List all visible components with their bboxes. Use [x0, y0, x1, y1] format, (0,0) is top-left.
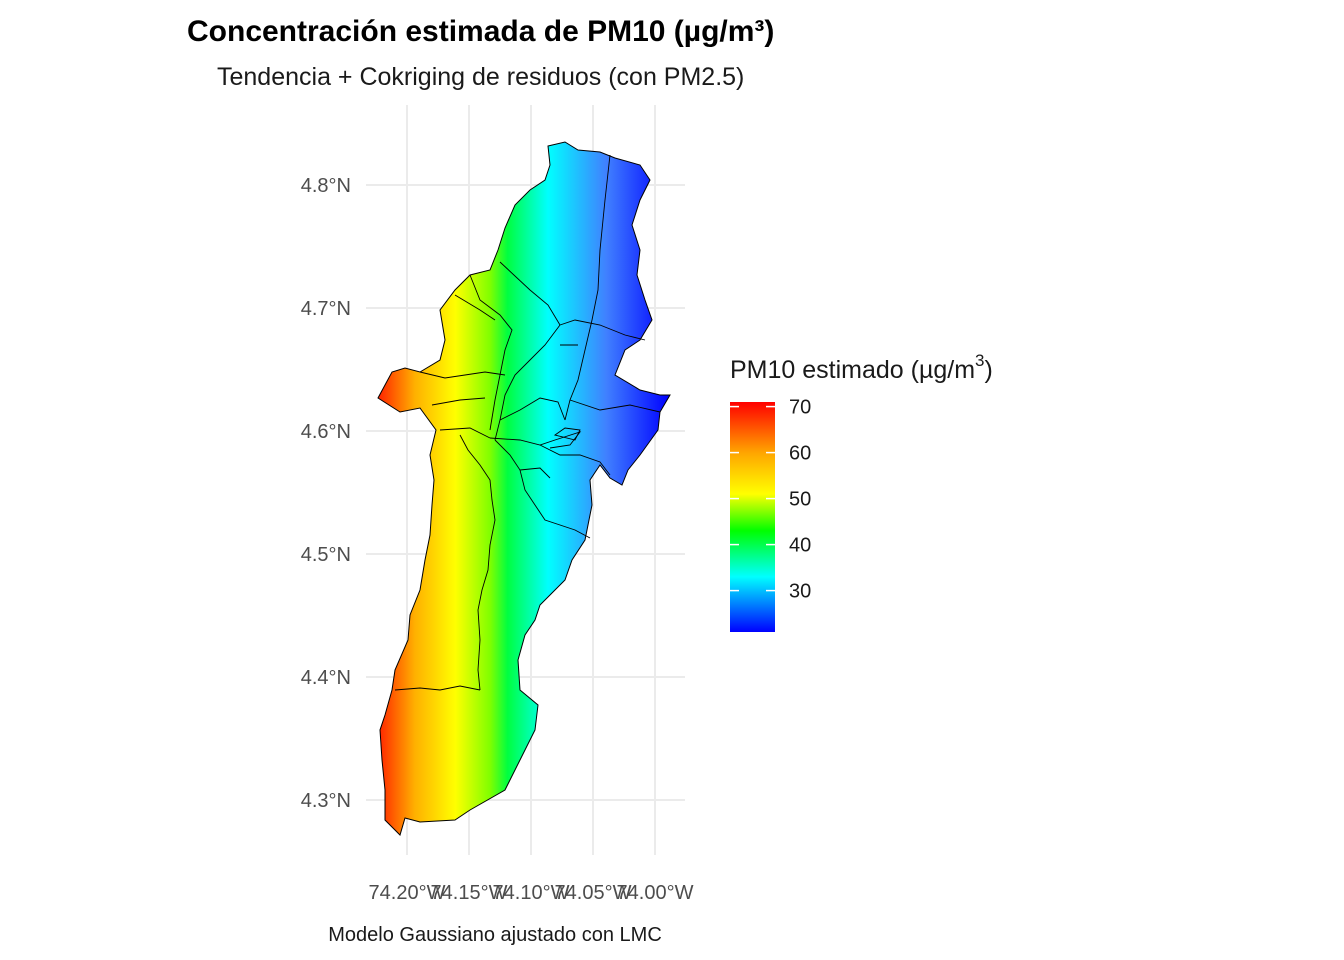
x-tick-label: 74.05°W [555, 882, 632, 904]
y-axis: 4.8°N 4.7°N 4.6°N 4.5°N 4.4°N 4.3°N [301, 175, 351, 812]
pm10-surface [377, 141, 671, 836]
y-tick-label: 4.5°N [301, 544, 351, 566]
y-tick-label: 4.8°N [301, 175, 351, 197]
locality-borders [394, 154, 661, 691]
legend-label: 40 [789, 535, 811, 557]
x-tick-label: 74.00°W [617, 882, 694, 904]
x-tick-label: 74.10°W [493, 882, 570, 904]
legend-label: 70 [789, 397, 811, 419]
chart-title: Concentración estimada de PM10 (µg/m³) [187, 15, 774, 48]
legend-label: 50 [789, 489, 811, 511]
bogota-map [377, 141, 671, 836]
chart-caption: Modelo Gaussiano ajustado con LMC [328, 924, 662, 946]
y-tick-label: 4.4°N [301, 667, 351, 689]
legend-title: PM10 estimado (µg/m3) [730, 351, 993, 384]
legend-label: 30 [789, 581, 811, 603]
y-tick-label: 4.6°N [301, 421, 351, 443]
y-tick-label: 4.3°N [301, 790, 351, 812]
chart-subtitle: Tendencia + Cokriging de residuos (con P… [217, 63, 744, 91]
x-axis: 74.20°W74.15°W74.10°W74.05°W74.00°W [369, 882, 694, 904]
x-tick-label: 74.20°W [369, 882, 446, 904]
y-tick-label: 4.7°N [301, 298, 351, 320]
legend-label: 60 [789, 443, 811, 465]
legend-ticks: 70 60 50 40 30 [730, 397, 811, 603]
legend: PM10 estimado (µg/m3) 70 60 50 40 30 [730, 351, 993, 632]
legend-colorbar [730, 402, 775, 632]
x-tick-label: 74.15°W [431, 882, 508, 904]
